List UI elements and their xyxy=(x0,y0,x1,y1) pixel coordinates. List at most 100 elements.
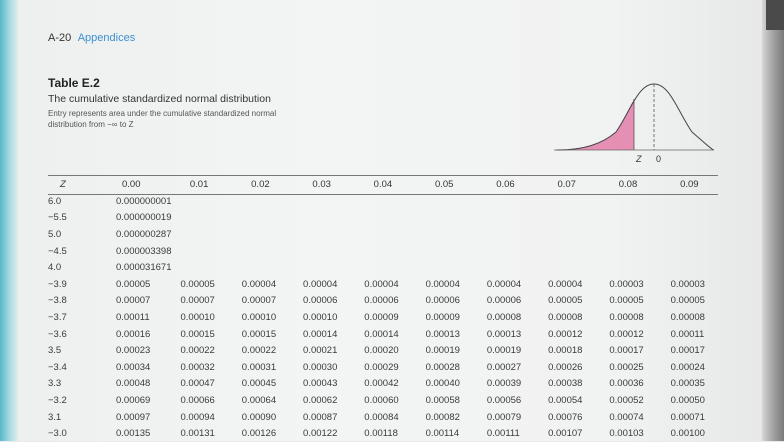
probability-cell: 0.00020 xyxy=(364,345,399,357)
probability-cell: 0.00131 xyxy=(180,428,215,440)
column-header: 0.02 xyxy=(251,179,270,190)
probability-cell: 0.00040 xyxy=(425,378,460,390)
probability-cell: 0.00017 xyxy=(670,345,705,357)
table-row: −4.5 0.000003398 xyxy=(48,243,720,260)
probability-cell: 0.00015 xyxy=(241,328,277,340)
z-value: 4.0 xyxy=(48,262,62,274)
column-header: 0.06 xyxy=(496,179,515,190)
probability-cell: 0.00016 xyxy=(116,328,151,340)
right-page-edge xyxy=(762,0,784,441)
probability-cell: 0.00024 xyxy=(670,361,705,373)
z-value: 3.5 xyxy=(48,345,62,357)
probability-cell: 0.00015 xyxy=(180,328,215,340)
probability-cell: 0.00006 xyxy=(425,295,460,307)
table-row: 3.5 0.00023 0.00022 0.00022 0.00021 0.00… xyxy=(48,342,720,359)
column-header: 0.07 xyxy=(557,179,576,190)
probability-cell: 0.00004 xyxy=(303,278,338,290)
probability-cell: 0.000000019 xyxy=(116,212,172,224)
probability-cell: 0.00022 xyxy=(241,345,277,357)
probability-cell: 0.00006 xyxy=(303,295,338,307)
probability-cell: 0.00012 xyxy=(548,328,583,340)
table-description: The cumulative standardized normal distr… xyxy=(48,93,271,105)
probability-cell: 0.00090 xyxy=(241,411,277,423)
column-header: 0.01 xyxy=(189,179,209,190)
probability-cell: 0.00017 xyxy=(609,345,644,357)
probability-cell: 0.00013 xyxy=(486,328,522,340)
probability-cell: 0.00038 xyxy=(548,378,583,390)
table-row: −3.9 0.00005 0.00005 0.00004 0.00004 0.0… xyxy=(48,276,720,293)
probability-cell: 0.00103 xyxy=(609,428,644,440)
probability-cell: 0.00079 xyxy=(486,411,522,423)
probability-cell: 0.00005 xyxy=(116,278,151,290)
table-header-row: Z 0.00 0.01 0.02 0.03 0.04 0.05 0.06 0.0… xyxy=(48,176,720,193)
normal-curve-line xyxy=(555,83,715,151)
probability-cell: 0.000003398 xyxy=(116,245,172,257)
probability-cell: 0.00011 xyxy=(670,328,705,340)
probability-cell: 0.00087 xyxy=(303,411,338,423)
table-row: 3.3 0.00048 0.00047 0.00045 0.00043 0.00… xyxy=(48,376,720,393)
probability-cell: 0.00004 xyxy=(425,278,460,290)
probability-cell: 0.00005 xyxy=(180,278,215,290)
table-row: 4.0 0.000031671 xyxy=(48,259,720,276)
table-title: Table E.2 xyxy=(48,76,100,90)
shaded-area xyxy=(556,99,634,150)
probability-cell: 0.00069 xyxy=(116,394,151,406)
running-header: A-20 Appendices xyxy=(48,32,135,44)
page-tab xyxy=(766,0,784,30)
probability-cell: 0.00114 xyxy=(425,428,460,440)
probability-cell: 0.00014 xyxy=(303,328,338,340)
probability-cell: 0.00011 xyxy=(116,311,150,323)
probability-cell: 0.00029 xyxy=(364,361,399,373)
probability-cell: 0.00111 xyxy=(486,428,520,440)
probability-cell: 0.00008 xyxy=(609,311,644,323)
probability-cell: 0.00025 xyxy=(609,361,644,373)
probability-cell: 0.00118 xyxy=(364,428,398,440)
table-row: −3.6 0.00016 0.00015 0.00015 0.00014 0.0… xyxy=(48,326,720,343)
column-header: 0.00 xyxy=(122,179,141,190)
probability-cell: 0.00043 xyxy=(303,378,338,390)
probability-cell: 0.00003 xyxy=(609,278,644,290)
z-value: −3.6 xyxy=(48,328,67,340)
z-value: 6.0 xyxy=(48,195,62,207)
probability-cell: 0.00005 xyxy=(670,295,705,307)
cumulative-normal-table: Z 0.00 0.01 0.02 0.03 0.04 0.05 0.06 0.0… xyxy=(48,176,720,442)
probability-cell: 0.00008 xyxy=(670,311,705,323)
section-name: Appendices xyxy=(77,32,136,44)
probability-cell: 0.00050 xyxy=(670,394,705,406)
probability-cell: 0.00003 xyxy=(670,278,705,290)
probability-cell: 0.00008 xyxy=(548,311,583,323)
probability-cell: 0.00022 xyxy=(180,345,215,357)
table-row: 6.0 0.000000001 xyxy=(48,193,720,210)
probability-cell: 0.00062 xyxy=(303,394,338,406)
probability-cell: 0.00013 xyxy=(425,328,460,340)
probability-cell: 0.00039 xyxy=(486,378,522,390)
probability-cell: 0.00034 xyxy=(116,361,151,373)
probability-cell: 0.00026 xyxy=(548,361,583,373)
probability-cell: 0.00122 xyxy=(303,428,338,440)
probability-cell: 0.00032 xyxy=(180,361,215,373)
column-header: 0.03 xyxy=(312,179,331,190)
table-row: 5.0 0.000000287 xyxy=(48,226,720,243)
table-row: 3.1 0.00097 0.00094 0.00090 0.00087 0.00… xyxy=(48,409,720,426)
probability-cell: 0.00060 xyxy=(364,394,399,406)
probability-cell: 0.00008 xyxy=(486,311,522,323)
probability-cell: 0.00048 xyxy=(116,378,151,390)
probability-cell: 0.00082 xyxy=(425,411,460,423)
probability-cell: 0.00027 xyxy=(486,361,522,373)
probability-cell: 0.00012 xyxy=(609,328,644,340)
probability-cell: 0.00009 xyxy=(364,311,399,323)
probability-cell: 0.00019 xyxy=(425,345,460,357)
probability-cell: 0.00006 xyxy=(364,295,399,307)
probability-cell: 0.00023 xyxy=(116,345,151,357)
z-value: −4.5 xyxy=(48,245,67,257)
textbook-page: A-20 Appendices Table E.2 The cumulative… xyxy=(18,0,762,441)
z-value: −3.0 xyxy=(48,428,67,440)
probability-cell: 0.00030 xyxy=(303,361,338,373)
probability-cell: 0.000000287 xyxy=(116,228,172,240)
table-row: −3.7 0.00011 0.00010 0.00010 0.00010 0.0… xyxy=(48,309,720,326)
probability-cell: 0.00010 xyxy=(180,311,215,323)
table-row: −5.5 0.000000019 xyxy=(48,210,720,227)
table-row: −3.4 0.00034 0.00032 0.00031 0.00030 0.0… xyxy=(48,359,720,376)
probability-cell: 0.00058 xyxy=(425,394,460,406)
probability-cell: 0.00126 xyxy=(241,428,277,440)
